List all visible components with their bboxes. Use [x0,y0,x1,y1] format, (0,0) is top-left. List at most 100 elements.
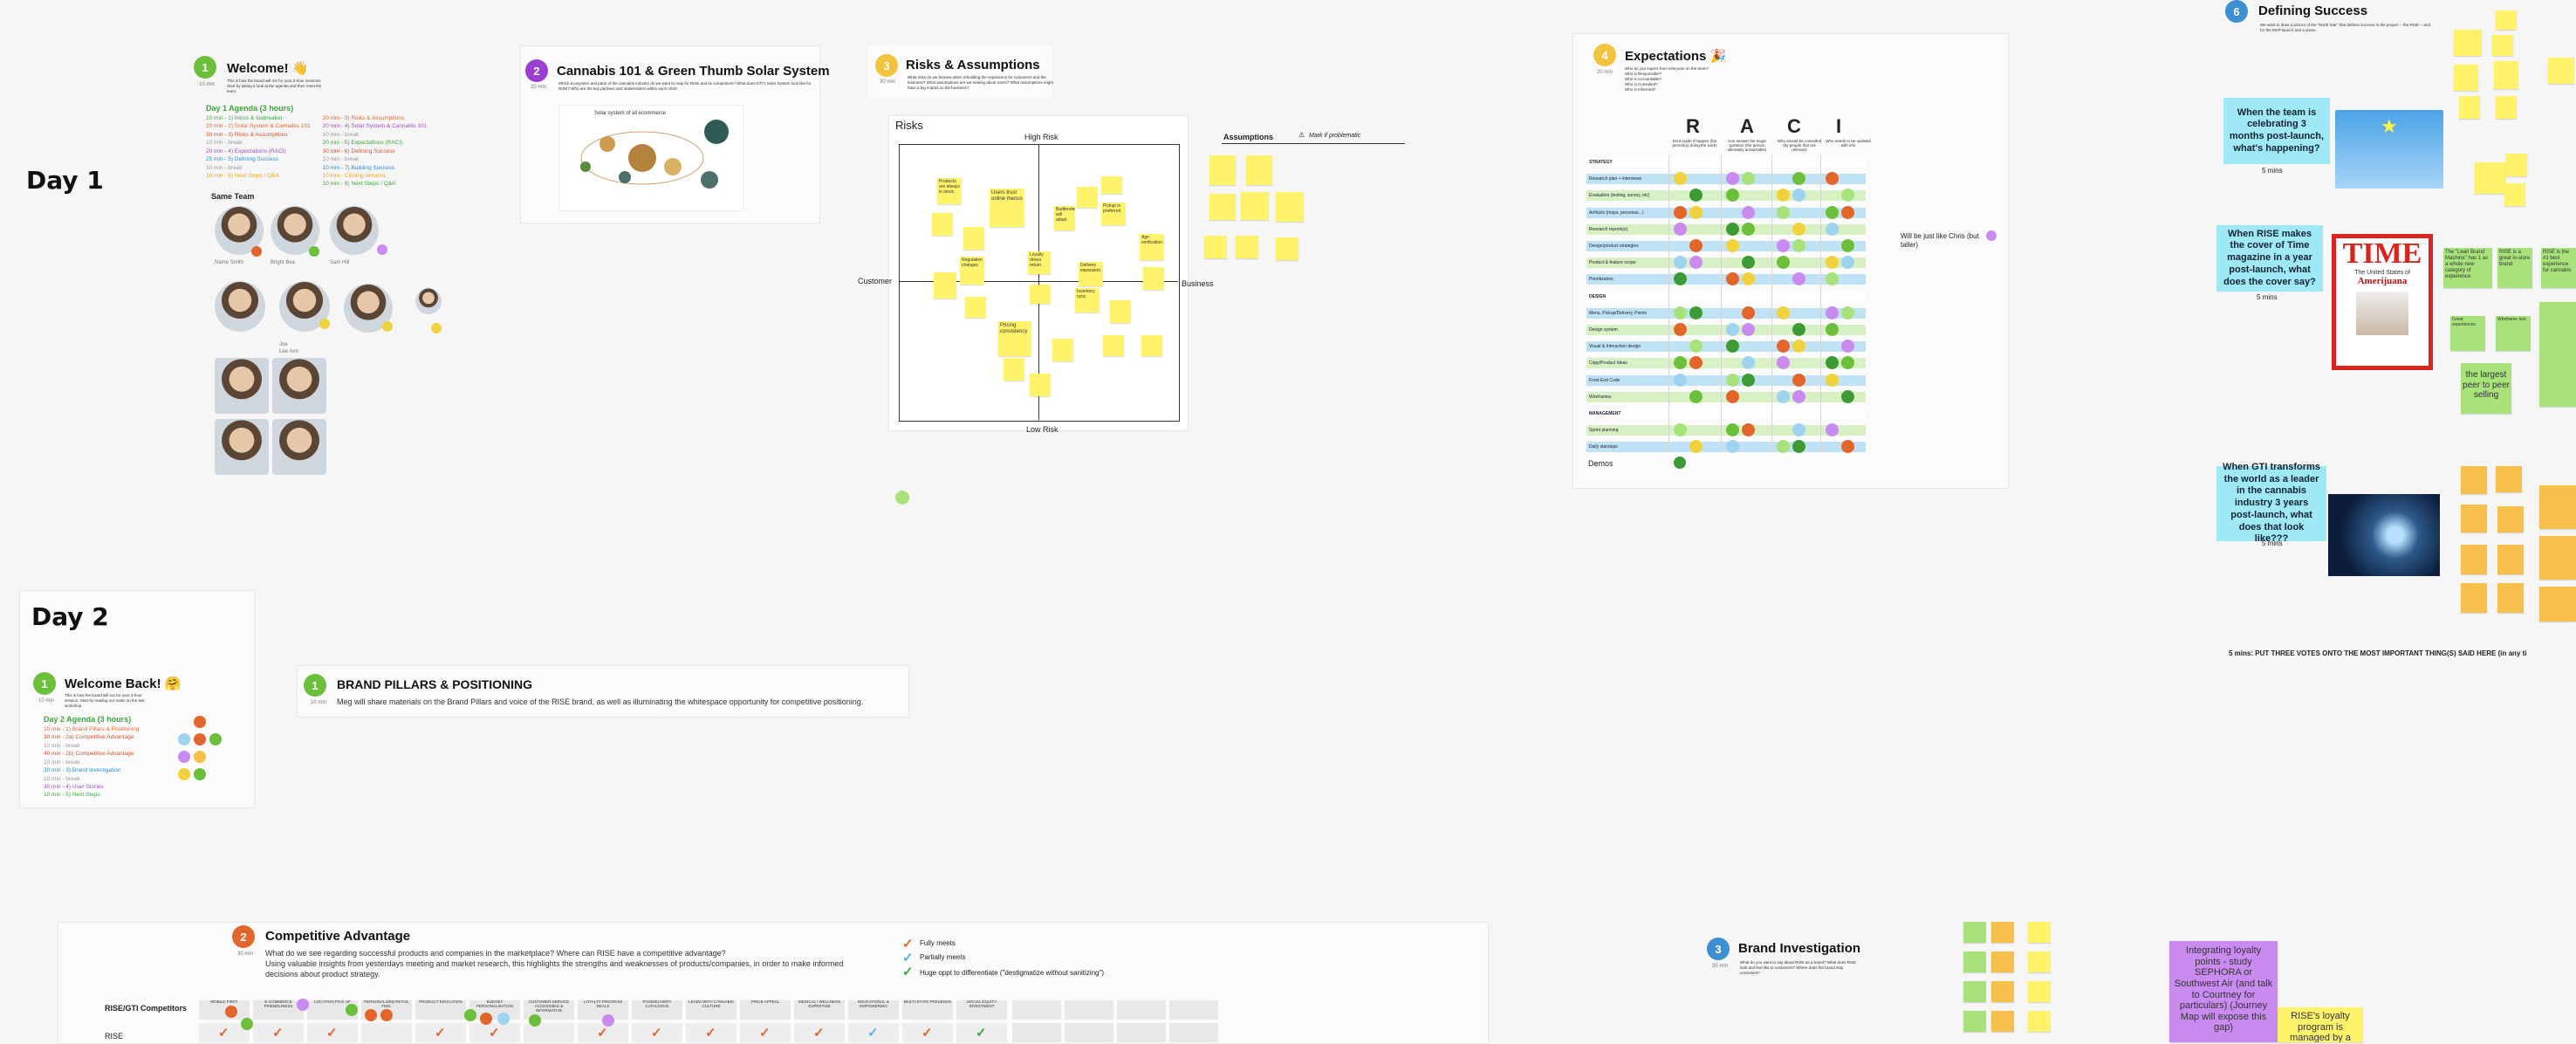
success-note[interactable] [2539,302,2576,407]
brand-note[interactable] [2028,922,2051,943]
raci-dot[interactable] [1689,356,1702,370]
raci-dot[interactable] [1792,272,1805,286]
risk-sticky[interactable] [934,272,956,299]
raci-dot[interactable] [1841,440,1854,454]
raci-dot[interactable] [1777,239,1790,252]
risk-sticky[interactable] [963,227,984,250]
brand-note[interactable] [1963,922,1986,943]
brand-note[interactable] [1991,981,2014,1002]
risk-sticky[interactable]: Users trust online menus [990,189,1024,227]
brand-note[interactable] [1991,1011,2014,1032]
success-note[interactable] [2497,545,2524,574]
team-photo[interactable] [215,358,269,414]
risk-sticky[interactable]: Delivery expansion [1079,262,1103,286]
rise-cell[interactable] [848,1023,899,1042]
risk-sticky[interactable]: Age verification [1140,234,1164,260]
success-note[interactable] [2497,583,2524,613]
rise-cell[interactable] [902,1023,953,1042]
risk-sticky[interactable]: Pickup is preferred [1101,203,1126,225]
success-note[interactable] [2461,583,2487,613]
brand-note-purple[interactable]: Integrating loyalty points - study SEPHO… [2169,941,2278,1042]
raci-dot[interactable] [1826,356,1839,370]
rise-cell[interactable] [415,1023,466,1042]
brand-note[interactable] [1963,981,1986,1002]
raci-dot[interactable] [1792,222,1805,236]
solar-system-diagram[interactable]: Solar system of all ecommerce [558,105,743,211]
assumption-sticky[interactable] [1209,194,1236,220]
risk-sticky[interactable]: Regulation changes [960,257,984,285]
raci-dot[interactable] [1689,205,1702,219]
success-prompt[interactable]: When GTI transforms the world as a leade… [2216,462,2326,544]
raci-dot[interactable] [1726,172,1739,186]
brand-note[interactable] [1963,951,1986,972]
raci-dot[interactable] [1792,389,1805,403]
raci-dot[interactable] [1726,423,1739,437]
success-note[interactable] [2494,61,2518,89]
risk-sticky[interactable] [1004,358,1024,381]
raci-dot[interactable] [1674,205,1687,219]
assumption-sticky[interactable] [1276,192,1304,222]
raci-dot[interactable] [1826,172,1839,186]
raci-dot[interactable] [1841,239,1854,252]
team-avatar[interactable] [215,281,265,332]
success-prompt[interactable]: When the team is celebrating 3 months po… [2223,98,2330,164]
rise-cell[interactable] [199,1023,250,1042]
success-note[interactable]: The "Lean Brand Machine" has 1 as a whol… [2443,248,2492,288]
raci-dot[interactable] [1826,323,1839,336]
team-photo[interactable] [272,419,326,475]
raci-dot[interactable] [1742,423,1755,437]
brand-note[interactable] [2028,981,2051,1002]
raci-dot[interactable] [1792,340,1805,354]
success-note[interactable] [2496,96,2517,119]
rise-cell[interactable] [794,1023,845,1042]
risk-sticky[interactable]: Products are always in stock [937,178,962,204]
raci-dot[interactable] [1726,440,1739,454]
success-note[interactable]: RISE is a great in-store brand [2497,248,2532,288]
success-note[interactable] [2461,505,2487,532]
rise-cell[interactable] [253,1023,304,1042]
success-note[interactable] [2461,545,2487,574]
risk-sticky[interactable] [1030,374,1051,396]
rise-cell[interactable] [632,1023,682,1042]
team-avatar[interactable] [330,206,379,255]
brand-note[interactable] [1991,922,2014,943]
raci-dot[interactable] [1689,340,1702,354]
assumption-sticky[interactable] [1246,155,1272,185]
raci-dot[interactable] [1777,256,1790,270]
lightbulb-photo[interactable] [2328,494,2440,576]
raci-dot[interactable] [1777,389,1790,403]
assumption-sticky[interactable] [1276,237,1298,260]
raci-dot[interactable] [1826,373,1839,387]
raci-dot[interactable] [1726,272,1739,286]
raci-dot[interactable] [1777,340,1790,354]
success-note[interactable]: Great experiences [2450,316,2485,351]
raci-dot[interactable] [1841,340,1854,354]
success-note[interactable] [2475,162,2506,194]
raci-dot[interactable] [1826,306,1839,319]
raci-dot[interactable] [1726,222,1739,236]
raci-dot[interactable] [1689,239,1702,252]
raci-dot[interactable] [1689,306,1702,319]
raci-dot[interactable] [1689,389,1702,403]
success-note[interactable] [2454,30,2482,56]
risk-sticky[interactable] [1143,267,1164,290]
raci-dot[interactable] [1742,222,1755,236]
risk-sticky[interactable] [1052,339,1073,361]
raci-dot[interactable] [1674,323,1687,336]
rise-cell[interactable] [578,1023,628,1042]
success-note[interactable] [2461,466,2487,494]
rise-cell[interactable] [307,1023,358,1042]
raci-dot[interactable] [1986,230,1997,241]
success-note[interactable] [2497,506,2524,532]
rise-cell[interactable] [956,1023,1007,1042]
raci-dot[interactable] [1674,172,1687,186]
team-photo[interactable] [215,419,269,475]
team-photo[interactable] [272,358,326,414]
raci-dot[interactable] [1777,306,1790,319]
raci-dot[interactable] [1742,373,1755,387]
risk-sticky[interactable]: Budtenders will adapt [1054,206,1075,230]
success-note[interactable] [2496,10,2517,30]
raci-dot[interactable] [1792,172,1805,186]
risk-sticky[interactable] [1030,285,1051,304]
success-note[interactable]: Wireframe test [2496,316,2531,351]
